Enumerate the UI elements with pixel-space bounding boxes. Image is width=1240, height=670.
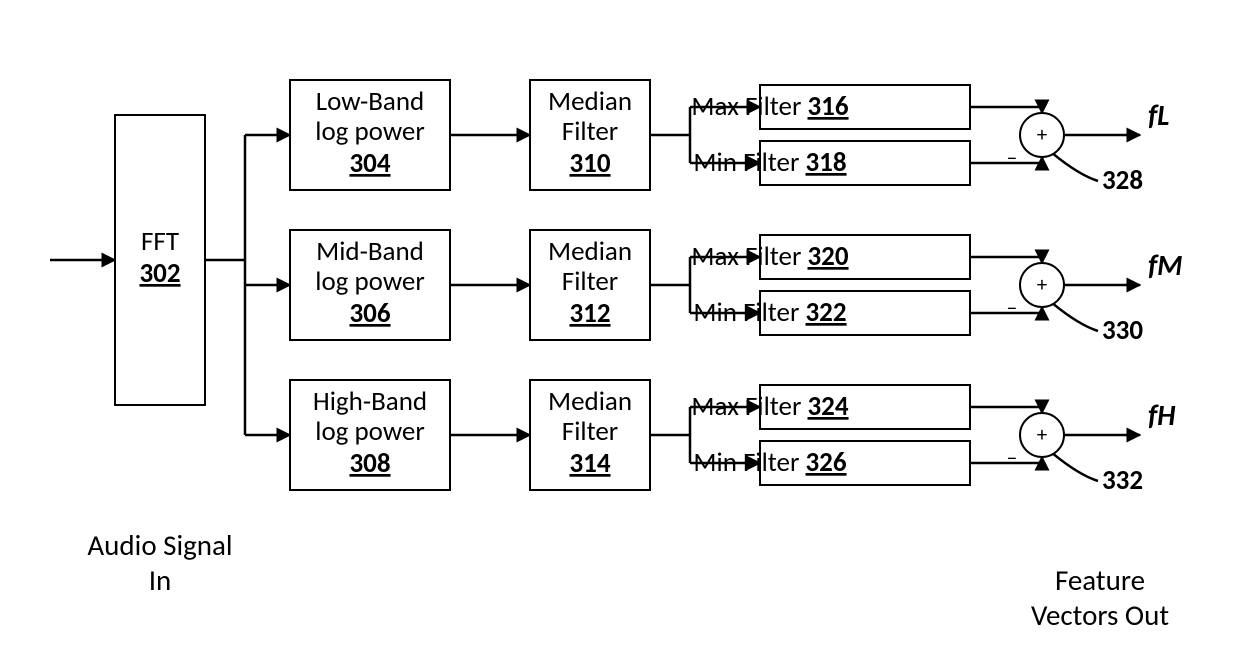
median-l1-0: Median <box>548 85 632 118</box>
band-title2-0: log power <box>315 115 424 148</box>
median-l2-1: Filter <box>562 265 618 298</box>
median-ref-2: 314 <box>569 447 610 480</box>
max-to-sum-2 <box>970 407 1042 413</box>
band-title1-0: Low-Band <box>316 85 424 118</box>
max-label-2: Max Filter 324 <box>691 390 848 423</box>
median-l2-2: Filter <box>562 415 618 448</box>
summer-ref-0: 328 <box>1102 164 1143 197</box>
band-title1-2: High-Band <box>313 385 427 418</box>
band-title1-1: Mid-Band <box>316 235 424 268</box>
band-title2-1: log power <box>315 265 424 298</box>
max-to-sum-0 <box>970 107 1042 113</box>
output-caption-1: Feature <box>1055 562 1145 598</box>
median-ref-0: 310 <box>569 147 610 180</box>
band-ref-2: 308 <box>349 447 390 480</box>
input-caption-1: Audio Signal <box>87 527 232 563</box>
median-l1-2: Median <box>548 385 632 418</box>
summer-ref-2: 332 <box>1102 464 1143 497</box>
band-ref-1: 306 <box>349 297 390 330</box>
band-title2-2: log power <box>315 415 424 448</box>
fft-label: FFT <box>141 225 179 258</box>
summer-minus-0: − <box>1007 145 1017 171</box>
out-label-1: fM <box>1148 247 1183 283</box>
median-l2-0: Filter <box>562 115 618 148</box>
min-label-2: Min Filter 326 <box>693 446 846 479</box>
max-label-0: Max Filter 316 <box>691 90 848 123</box>
summer-leader-2 <box>1053 454 1098 481</box>
summer-ref-1: 330 <box>1102 314 1143 347</box>
max-to-sum-1 <box>970 257 1042 263</box>
summer-leader-1 <box>1053 304 1098 331</box>
summer-leader-0 <box>1053 154 1098 181</box>
fft-ref: 302 <box>139 257 180 290</box>
out-label-0: fL <box>1148 97 1169 133</box>
output-caption-2: Vectors Out <box>1031 597 1169 633</box>
summer-minus-2: − <box>1007 445 1017 471</box>
min-label-0: Min Filter 318 <box>693 146 846 179</box>
summer-plus-2: + <box>1037 421 1047 447</box>
median-l1-1: Median <box>548 235 632 268</box>
min-label-1: Min Filter 322 <box>693 296 846 329</box>
median-ref-1: 312 <box>569 297 610 330</box>
summer-minus-1: − <box>1007 295 1017 321</box>
band-ref-0: 304 <box>349 147 390 180</box>
out-label-2: fH <box>1148 397 1176 433</box>
summer-plus-1: + <box>1037 271 1047 297</box>
input-caption-2: In <box>149 562 172 598</box>
signal-flow-diagram: FFT302Low-Bandlog power304MedianFilter31… <box>0 0 1240 670</box>
max-label-1: Max Filter 320 <box>691 240 848 273</box>
summer-plus-0: + <box>1037 121 1047 147</box>
